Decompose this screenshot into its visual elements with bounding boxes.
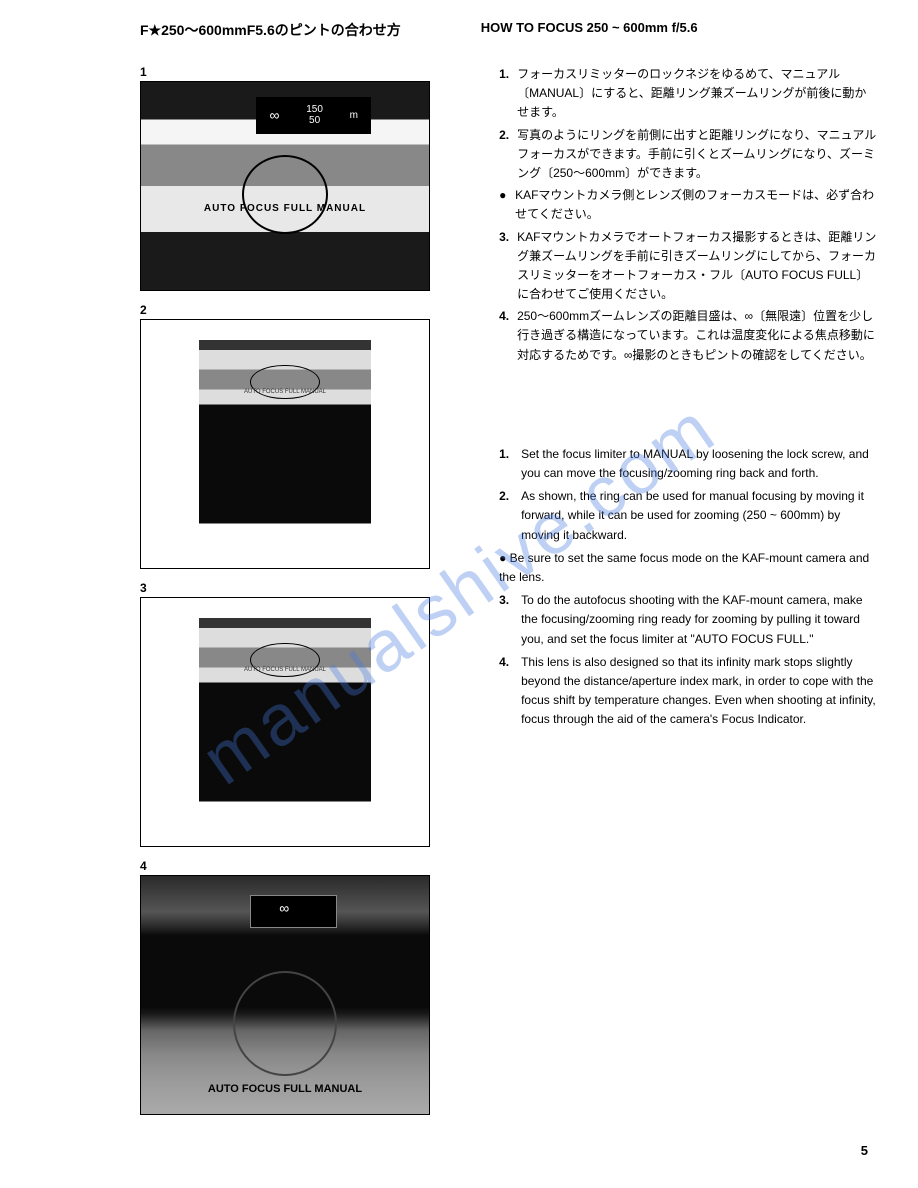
figure-2-image: AUTO FOCUS FULL MANUAL (140, 319, 430, 569)
figure-3: 3 AUTO FOCUS FULL MANUAL (140, 581, 469, 847)
en-num-2: 2. (499, 487, 521, 545)
page-header: F★250〜600mmF5.6のピントの合わせ方 HOW TO FOCUS 25… (140, 20, 878, 40)
en-num-1: 1. (499, 445, 521, 483)
figure-4-label: 4 (140, 859, 469, 873)
fig1-infinity: ∞ (270, 107, 280, 123)
figure-4: 4 ∞ AUTO FOCUS FULL MANUAL (140, 859, 469, 1115)
fig1-unit: m (350, 110, 358, 121)
en-item-1: 1. Set the focus limiter to MANUAL by lo… (499, 445, 878, 483)
en-num-4: 4. (499, 653, 521, 730)
figure-2: 2 AUTO FOCUS FULL MANUAL (140, 303, 469, 569)
jp-num-4: 4. (499, 307, 517, 365)
fig4-highlight-circle (233, 971, 337, 1076)
figure-1-image: ∞ 150 50 m AUTO FOCUS FULL MANUAL (140, 81, 430, 291)
jp-bullet-1: ● KAFマウントカメラ側とレンズ側のフォーカスモードは、必ず合わせてください。 (499, 186, 878, 224)
fig1-scale-150: 150 (306, 104, 323, 115)
en-num-3: 3. (499, 591, 521, 649)
fig1-scale-50: 50 (306, 115, 323, 126)
en-text-3: To do the autofocus shooting with the KA… (521, 591, 878, 649)
figures-column: 1 ∞ 150 50 m AUTO FOCUS (140, 65, 469, 1127)
fig3-ring-text: AUTO FOCUS FULL MANUAL (141, 667, 429, 673)
jp-text-3: KAFマウントカメラでオートフォーカス撮影するときは、距離リング兼ズームリングを… (517, 228, 878, 305)
en-text-1: Set the focus limiter to MANUAL by loose… (521, 445, 878, 483)
jp-text-4: 250〜600mmズームレンズの距離目盛は、∞〔無限遠〕位置を少し行き過ぎる構造… (517, 307, 878, 365)
page-number: 5 (861, 1143, 868, 1158)
jp-num-3: 3. (499, 228, 517, 305)
en-text-4: This lens is also designed so that its i… (521, 653, 878, 730)
jp-text-1: フォーカスリミッターのロックネジをゆるめて、マニュアル〔MANUAL〕にすると、… (517, 65, 878, 123)
en-item-2: 2. As shown, the ring can be used for ma… (499, 487, 878, 545)
figure-1: 1 ∞ 150 50 m AUTO FOCUS (140, 65, 469, 291)
jp-num-1: 1. (499, 65, 517, 123)
figure-3-image: AUTO FOCUS FULL MANUAL (140, 597, 430, 847)
jp-num-2: 2. (499, 126, 517, 184)
figure-3-label: 3 (140, 581, 469, 595)
en-item-4: 4. This lens is also designed so that it… (499, 653, 878, 730)
jp-item-3: 3. KAFマウントカメラでオートフォーカス撮影するときは、距離リング兼ズームリ… (499, 228, 878, 305)
main-content: 1 ∞ 150 50 m AUTO FOCUS (40, 65, 878, 1127)
en-text-2: As shown, the ring can be used for manua… (521, 487, 878, 545)
jp-bullet-text-1: KAFマウントカメラ側とレンズ側のフォーカスモードは、必ず合わせてください。 (515, 186, 878, 224)
instructions-column: 1. フォーカスリミッターのロックネジをゆるめて、マニュアル〔MANUAL〕にす… (499, 65, 878, 1127)
fig1-ring-text: AUTO FOCUS FULL MANUAL (141, 203, 429, 214)
jp-item-2: 2. 写真のようにリングを前側に出すと距離リングになり、マニュアルフォーカスがで… (499, 126, 878, 184)
en-item-3: 3. To do the autofocus shooting with the… (499, 591, 878, 649)
fig2-ring-text: AUTO FOCUS FULL MANUAL (141, 389, 429, 395)
jp-item-1: 1. フォーカスリミッターのロックネジをゆるめて、マニュアル〔MANUAL〕にす… (499, 65, 878, 123)
figure-2-label: 2 (140, 303, 469, 317)
jp-item-4: 4. 250〜600mmズームレンズの距離目盛は、∞〔無限遠〕位置を少し行き過ぎ… (499, 307, 878, 365)
figure-1-label: 1 (140, 65, 469, 79)
jp-instructions: 1. フォーカスリミッターのロックネジをゆるめて、マニュアル〔MANUAL〕にす… (499, 65, 878, 365)
header-title-en: HOW TO FOCUS 250 ~ 600mm f/5.6 (481, 20, 698, 40)
jp-text-2: 写真のようにリングを前側に出すと距離リングになり、マニュアルフォーカスができます… (517, 126, 878, 184)
jp-bullet-mark-1: ● (499, 186, 515, 224)
en-bullet-1: ● Be sure to set the same focus mode on … (499, 549, 878, 587)
header-title-jp: F★250〜600mmF5.6のピントの合わせ方 (140, 20, 401, 40)
fig4-infinity: ∞ (279, 900, 289, 916)
figure-4-image: ∞ AUTO FOCUS FULL MANUAL (140, 875, 430, 1115)
fig1-highlight-circle (242, 155, 328, 234)
fig4-ring-text: AUTO FOCUS FULL MANUAL (141, 1083, 429, 1095)
en-instructions: 1. Set the focus limiter to MANUAL by lo… (499, 445, 878, 730)
